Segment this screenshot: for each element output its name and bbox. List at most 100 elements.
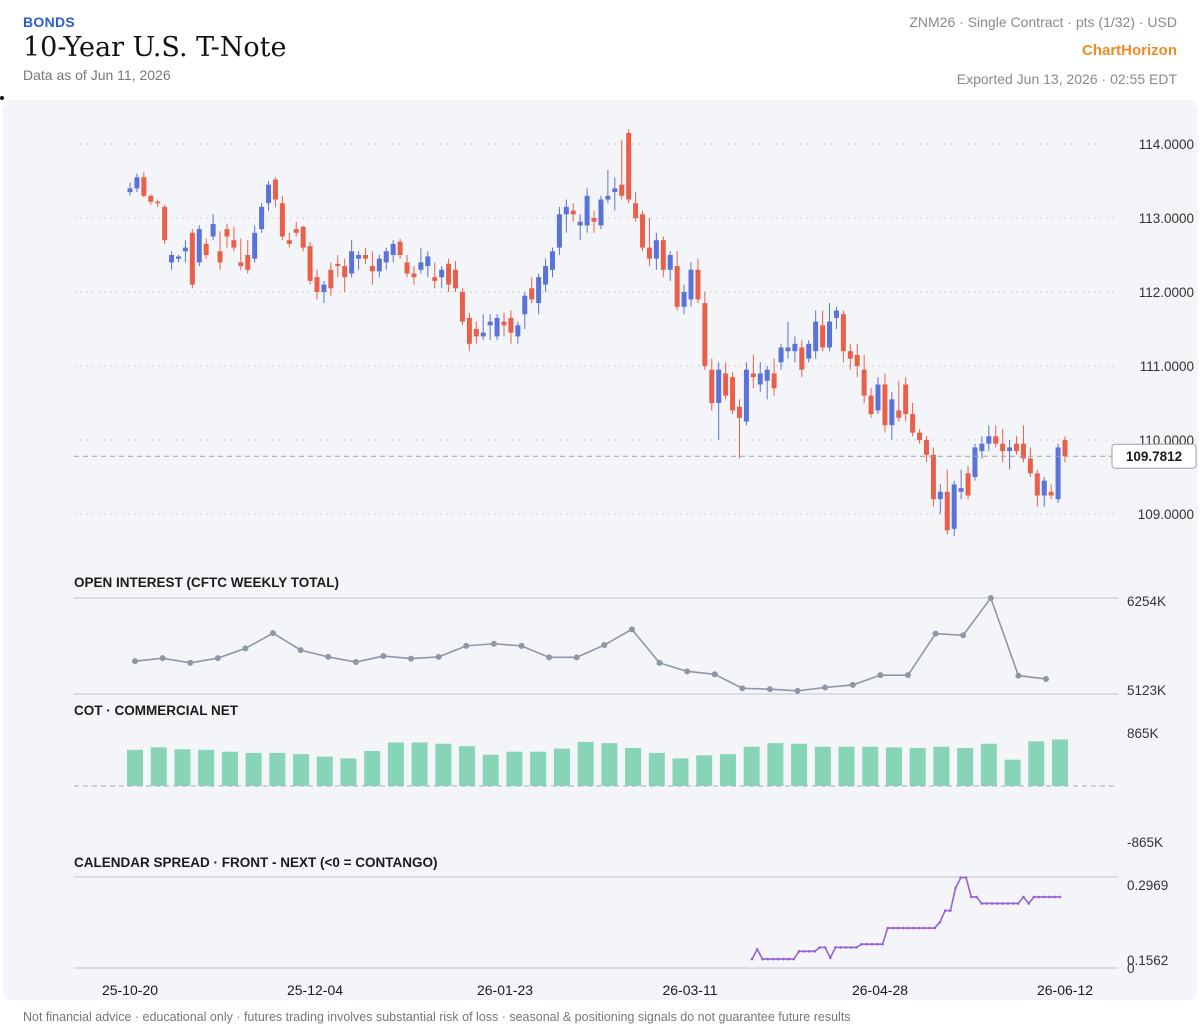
cot-bar	[340, 758, 357, 786]
candle-body	[646, 247, 652, 259]
candle-body	[529, 288, 535, 300]
spread-point	[964, 876, 968, 879]
spread-point	[750, 957, 754, 961]
spread-point	[969, 895, 973, 899]
candle-body	[716, 369, 722, 403]
cot-bar	[791, 743, 808, 786]
candle-body	[404, 262, 410, 274]
candle-body	[958, 488, 964, 492]
candle-body	[383, 251, 389, 263]
cot-bar	[411, 742, 428, 786]
spread-point	[870, 942, 874, 946]
candle-body	[480, 332, 486, 337]
candle-body	[307, 246, 313, 281]
candle-body	[189, 232, 195, 285]
spread-point	[823, 946, 827, 949]
spread-point	[1037, 895, 1041, 899]
page-title: 10-Year U.S. T-Note	[23, 32, 287, 63]
export-timestamp: Exported Jun 13, 2026 · 02:55 EDT	[956, 71, 1177, 87]
cot-bar	[862, 746, 879, 786]
oi-point	[187, 659, 194, 666]
cot-bar	[364, 751, 381, 786]
oi-point	[352, 659, 359, 665]
candle-body	[930, 454, 936, 500]
spread-point	[761, 957, 764, 961]
candle-body	[300, 226, 306, 248]
spread-point	[875, 942, 879, 946]
cot-bar	[316, 756, 333, 786]
cot-y-tick-label: 865K	[1127, 726, 1159, 741]
candle-body	[175, 256, 181, 259]
candle-body	[536, 277, 542, 304]
spread-point	[1006, 902, 1010, 905]
spread-point	[1022, 895, 1025, 899]
candle-body	[169, 255, 175, 263]
spread-point	[1011, 902, 1015, 905]
panel-marker-dot	[0, 96, 4, 100]
candle-body	[944, 491, 950, 531]
candle-body	[591, 218, 597, 222]
candle-body	[522, 295, 528, 315]
candle-body	[626, 132, 632, 200]
spread-pane: CALENDAR SPREAD · FRONT - NEXT (<0 = CON…	[74, 855, 1168, 976]
cot-bar	[767, 743, 784, 786]
candle-body	[1000, 443, 1006, 452]
candle-body	[328, 269, 334, 289]
cot-bar	[909, 748, 926, 786]
spread-point	[954, 886, 957, 890]
candle-body	[1048, 491, 1054, 496]
candle-body	[321, 284, 327, 292]
candle-body	[750, 373, 756, 378]
cot-bar	[245, 752, 262, 786]
spread-point	[943, 909, 947, 912]
candle-body	[466, 317, 472, 344]
candle-body	[148, 195, 154, 202]
oi-point	[270, 630, 277, 637]
last-price-badge	[1111, 443, 1197, 469]
oi-y-tick-label: 5123K	[1127, 683, 1166, 698]
oi-point	[518, 642, 525, 649]
cot-bar	[269, 752, 286, 786]
candle-body	[598, 199, 604, 226]
contract-info: ZNM26 · Single Contract · pts (1/32) · U…	[909, 14, 1177, 30]
last-price-marker: 109.7812	[74, 443, 1197, 469]
candle-body	[127, 188, 133, 193]
spread-point	[844, 946, 848, 949]
candle-body	[723, 373, 729, 396]
spread-point	[1001, 902, 1004, 905]
brand-logo[interactable]: ChartHorizon	[1082, 42, 1177, 59]
candle-body	[813, 321, 819, 352]
oi-point	[297, 647, 304, 654]
spread-point	[834, 946, 837, 949]
candle-body	[182, 247, 188, 252]
spread-point	[996, 902, 999, 905]
chart-canvas[interactable]: 114.0000113.0000112.0000111.0000110.0000…	[0, 0, 1200, 1000]
spread-point	[771, 957, 775, 961]
candle-body	[965, 473, 971, 496]
spread-point	[792, 957, 796, 961]
candle-body	[917, 432, 923, 440]
spread-title: CALENDAR SPREAD · FRONT - NEXT (<0 = CON…	[74, 855, 438, 870]
price-y-tick-label: 111.0000	[1140, 359, 1194, 374]
spread-point	[949, 909, 952, 912]
price-y-tick-label: 113.0000	[1139, 211, 1194, 226]
x-tick-label: 25-10-20	[102, 982, 158, 998]
cot-bar	[601, 743, 618, 786]
candle-body	[494, 317, 500, 337]
cot-bar	[814, 746, 831, 786]
candle-body	[272, 179, 278, 200]
oi-point	[877, 672, 884, 679]
x-tick-label: 26-04-28	[852, 982, 908, 998]
oi-point	[656, 659, 663, 666]
cot-bar	[387, 742, 404, 786]
candle-body	[695, 269, 701, 300]
oi-point	[766, 686, 773, 693]
spread-point	[818, 946, 822, 949]
oi-point	[1043, 675, 1049, 682]
oi-point	[325, 653, 332, 660]
candle-body	[757, 373, 763, 385]
candle-body	[577, 221, 583, 226]
x-axis-ticks: 25-10-20 25-12-04 26-01-23 26-03-11 26-04-28…	[102, 982, 1093, 998]
candle-body	[681, 292, 687, 307]
candle-body	[286, 240, 292, 244]
